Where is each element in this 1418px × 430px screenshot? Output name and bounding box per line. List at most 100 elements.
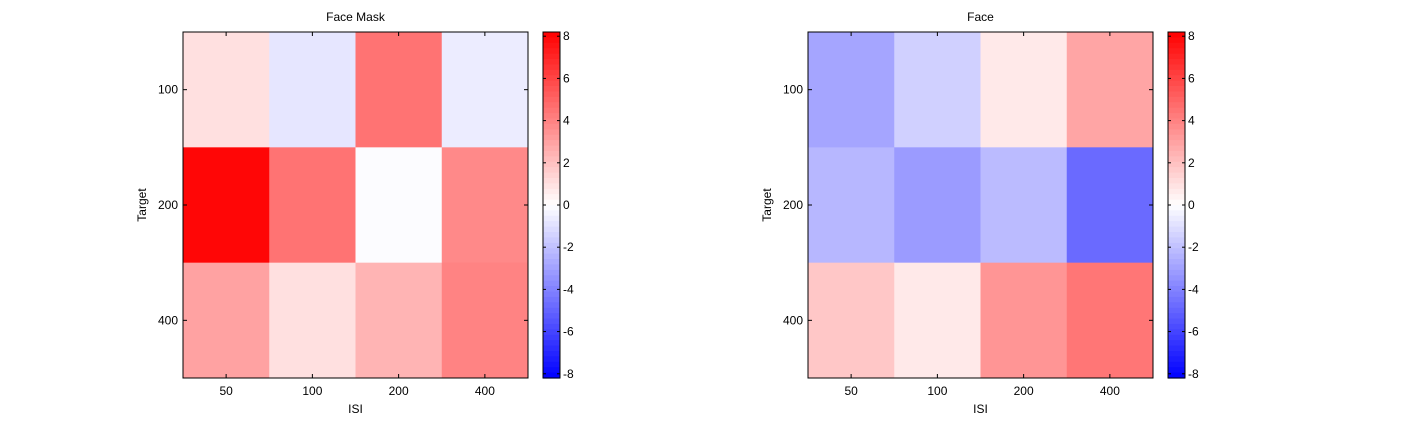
colorbar-segment <box>1168 205 1185 212</box>
colorbar-segment <box>543 248 560 255</box>
colorbar-segment <box>1168 134 1185 141</box>
colorbar-segment <box>1168 107 1185 114</box>
colorbar-segment <box>1168 350 1185 357</box>
heatmap-cell-r2-c1 <box>183 147 270 264</box>
x-axis-label: ISI <box>348 402 363 416</box>
colorbar-segment <box>1168 113 1185 120</box>
heatmap-cell-r1-c4 <box>441 32 529 148</box>
colorbar-segment <box>1168 161 1185 168</box>
colorbar-segment <box>543 188 560 195</box>
colorbar-segment <box>1168 334 1185 341</box>
colorbar-segment <box>543 205 560 212</box>
colorbar-segment <box>543 242 560 249</box>
colorbar-tick-label: 2 <box>1188 156 1195 170</box>
colorbar-segment <box>1168 269 1185 276</box>
colorbar-segment <box>543 350 560 357</box>
colorbar-segment <box>543 32 560 39</box>
x-tick-label: 200 <box>389 384 409 398</box>
x-tick-label: 50 <box>219 384 233 398</box>
colorbar-segment <box>543 113 560 120</box>
x-tick-label: 100 <box>302 384 322 398</box>
colorbar-segment <box>1168 69 1185 76</box>
colorbar-segment <box>543 367 560 374</box>
colorbar-segment <box>543 313 560 320</box>
colorbar-tick-label: -6 <box>1188 325 1199 339</box>
colorbar-segment <box>543 118 560 125</box>
y-tick-label: 200 <box>783 198 803 212</box>
colorbar-segment <box>1168 199 1185 206</box>
colorbar-segment <box>543 194 560 201</box>
chart-title: Face Mask <box>326 10 386 24</box>
heatmap-cell-r1-c3 <box>355 32 443 148</box>
heatmap-cell-r2-c4 <box>1066 147 1154 264</box>
colorbar-segment <box>543 69 560 76</box>
y-tick-label: 100 <box>158 83 178 97</box>
heatmap-cell-r1-c4 <box>1066 32 1154 148</box>
colorbar-segment <box>1168 150 1185 157</box>
colorbar-segment <box>543 307 560 314</box>
heatmap-cell-r3-c1 <box>183 262 270 379</box>
colorbar-segment <box>1168 226 1185 233</box>
colorbar-tick-label: 6 <box>563 71 570 85</box>
colorbar-segment <box>543 123 560 130</box>
colorbar-tick-label: -6 <box>563 325 574 339</box>
colorbar: 8 6 4 2 0 -2 -4 -6 -8 <box>542 29 574 381</box>
x-tick-label: 50 <box>844 384 858 398</box>
colorbar-segment <box>543 199 560 206</box>
colorbar-tick-label: -4 <box>563 282 574 296</box>
colorbar-segment <box>1168 194 1185 201</box>
colorbar-segment <box>1168 177 1185 184</box>
colorbar-segment <box>543 269 560 276</box>
colorbar-segment <box>1168 210 1185 217</box>
colorbar-segment <box>1168 313 1185 320</box>
heatmap-cell-r3-c3 <box>980 262 1068 379</box>
colorbar-segment <box>543 177 560 184</box>
heatmap-cell-r3-c2 <box>894 262 981 379</box>
colorbar-segment <box>543 334 560 341</box>
colorbar-segment <box>1168 215 1185 222</box>
heatmap-panel-2: 50 100 200 400 100 200 400 Face ISI Target 8 6 4 2 0 -2… <box>760 10 1199 416</box>
colorbar-segment <box>543 232 560 239</box>
colorbar-segment <box>1168 145 1185 152</box>
colorbar-segment <box>543 140 560 147</box>
colorbar-segment <box>543 150 560 157</box>
colorbar-segment <box>1168 221 1185 228</box>
heatmap-cell-r1-c1 <box>808 32 895 148</box>
colorbar-segment <box>543 156 560 163</box>
colorbar-segment <box>543 329 560 336</box>
colorbar-segment <box>543 210 560 217</box>
colorbar-segment <box>543 86 560 93</box>
y-tick-label: 400 <box>158 313 178 327</box>
heatmap-cell-r2-c4 <box>441 147 529 264</box>
colorbar-segment <box>543 80 560 87</box>
heatmap-panel-1: 50 100 200 400 100 200 400 Face Mask ISI Target 8 6… <box>135 10 574 416</box>
colorbar-segment <box>1168 64 1185 71</box>
colorbar-segment <box>1168 140 1185 147</box>
colorbar-segment <box>543 253 560 260</box>
colorbar-segment <box>1168 75 1185 82</box>
colorbar-segment <box>1168 242 1185 249</box>
colorbar-segment <box>1168 53 1185 60</box>
heatmap-cell-r2-c2 <box>269 147 356 264</box>
colorbar-segment <box>543 53 560 60</box>
y-tick-label: 200 <box>158 198 178 212</box>
colorbar-segment <box>1168 248 1185 255</box>
colorbar-tick-label: 8 <box>563 29 570 43</box>
colorbar-segment <box>543 167 560 174</box>
colorbar-segment <box>543 145 560 152</box>
colorbar-segment <box>543 361 560 368</box>
colorbar-segment <box>1168 361 1185 368</box>
colorbar-segment <box>543 356 560 363</box>
colorbar-tick-label: -4 <box>1188 282 1199 296</box>
colorbar-segment <box>1168 59 1185 66</box>
colorbar-segment <box>1168 340 1185 347</box>
colorbar-segment <box>1168 96 1185 103</box>
colorbar-segment <box>543 48 560 55</box>
colorbar-segment <box>543 183 560 190</box>
colorbar-segment <box>543 372 560 379</box>
colorbar-segment <box>543 96 560 103</box>
x-tick-label: 200 <box>1014 384 1034 398</box>
heatmap-cell-r1-c3 <box>980 32 1068 148</box>
colorbar-segment <box>1168 42 1185 49</box>
